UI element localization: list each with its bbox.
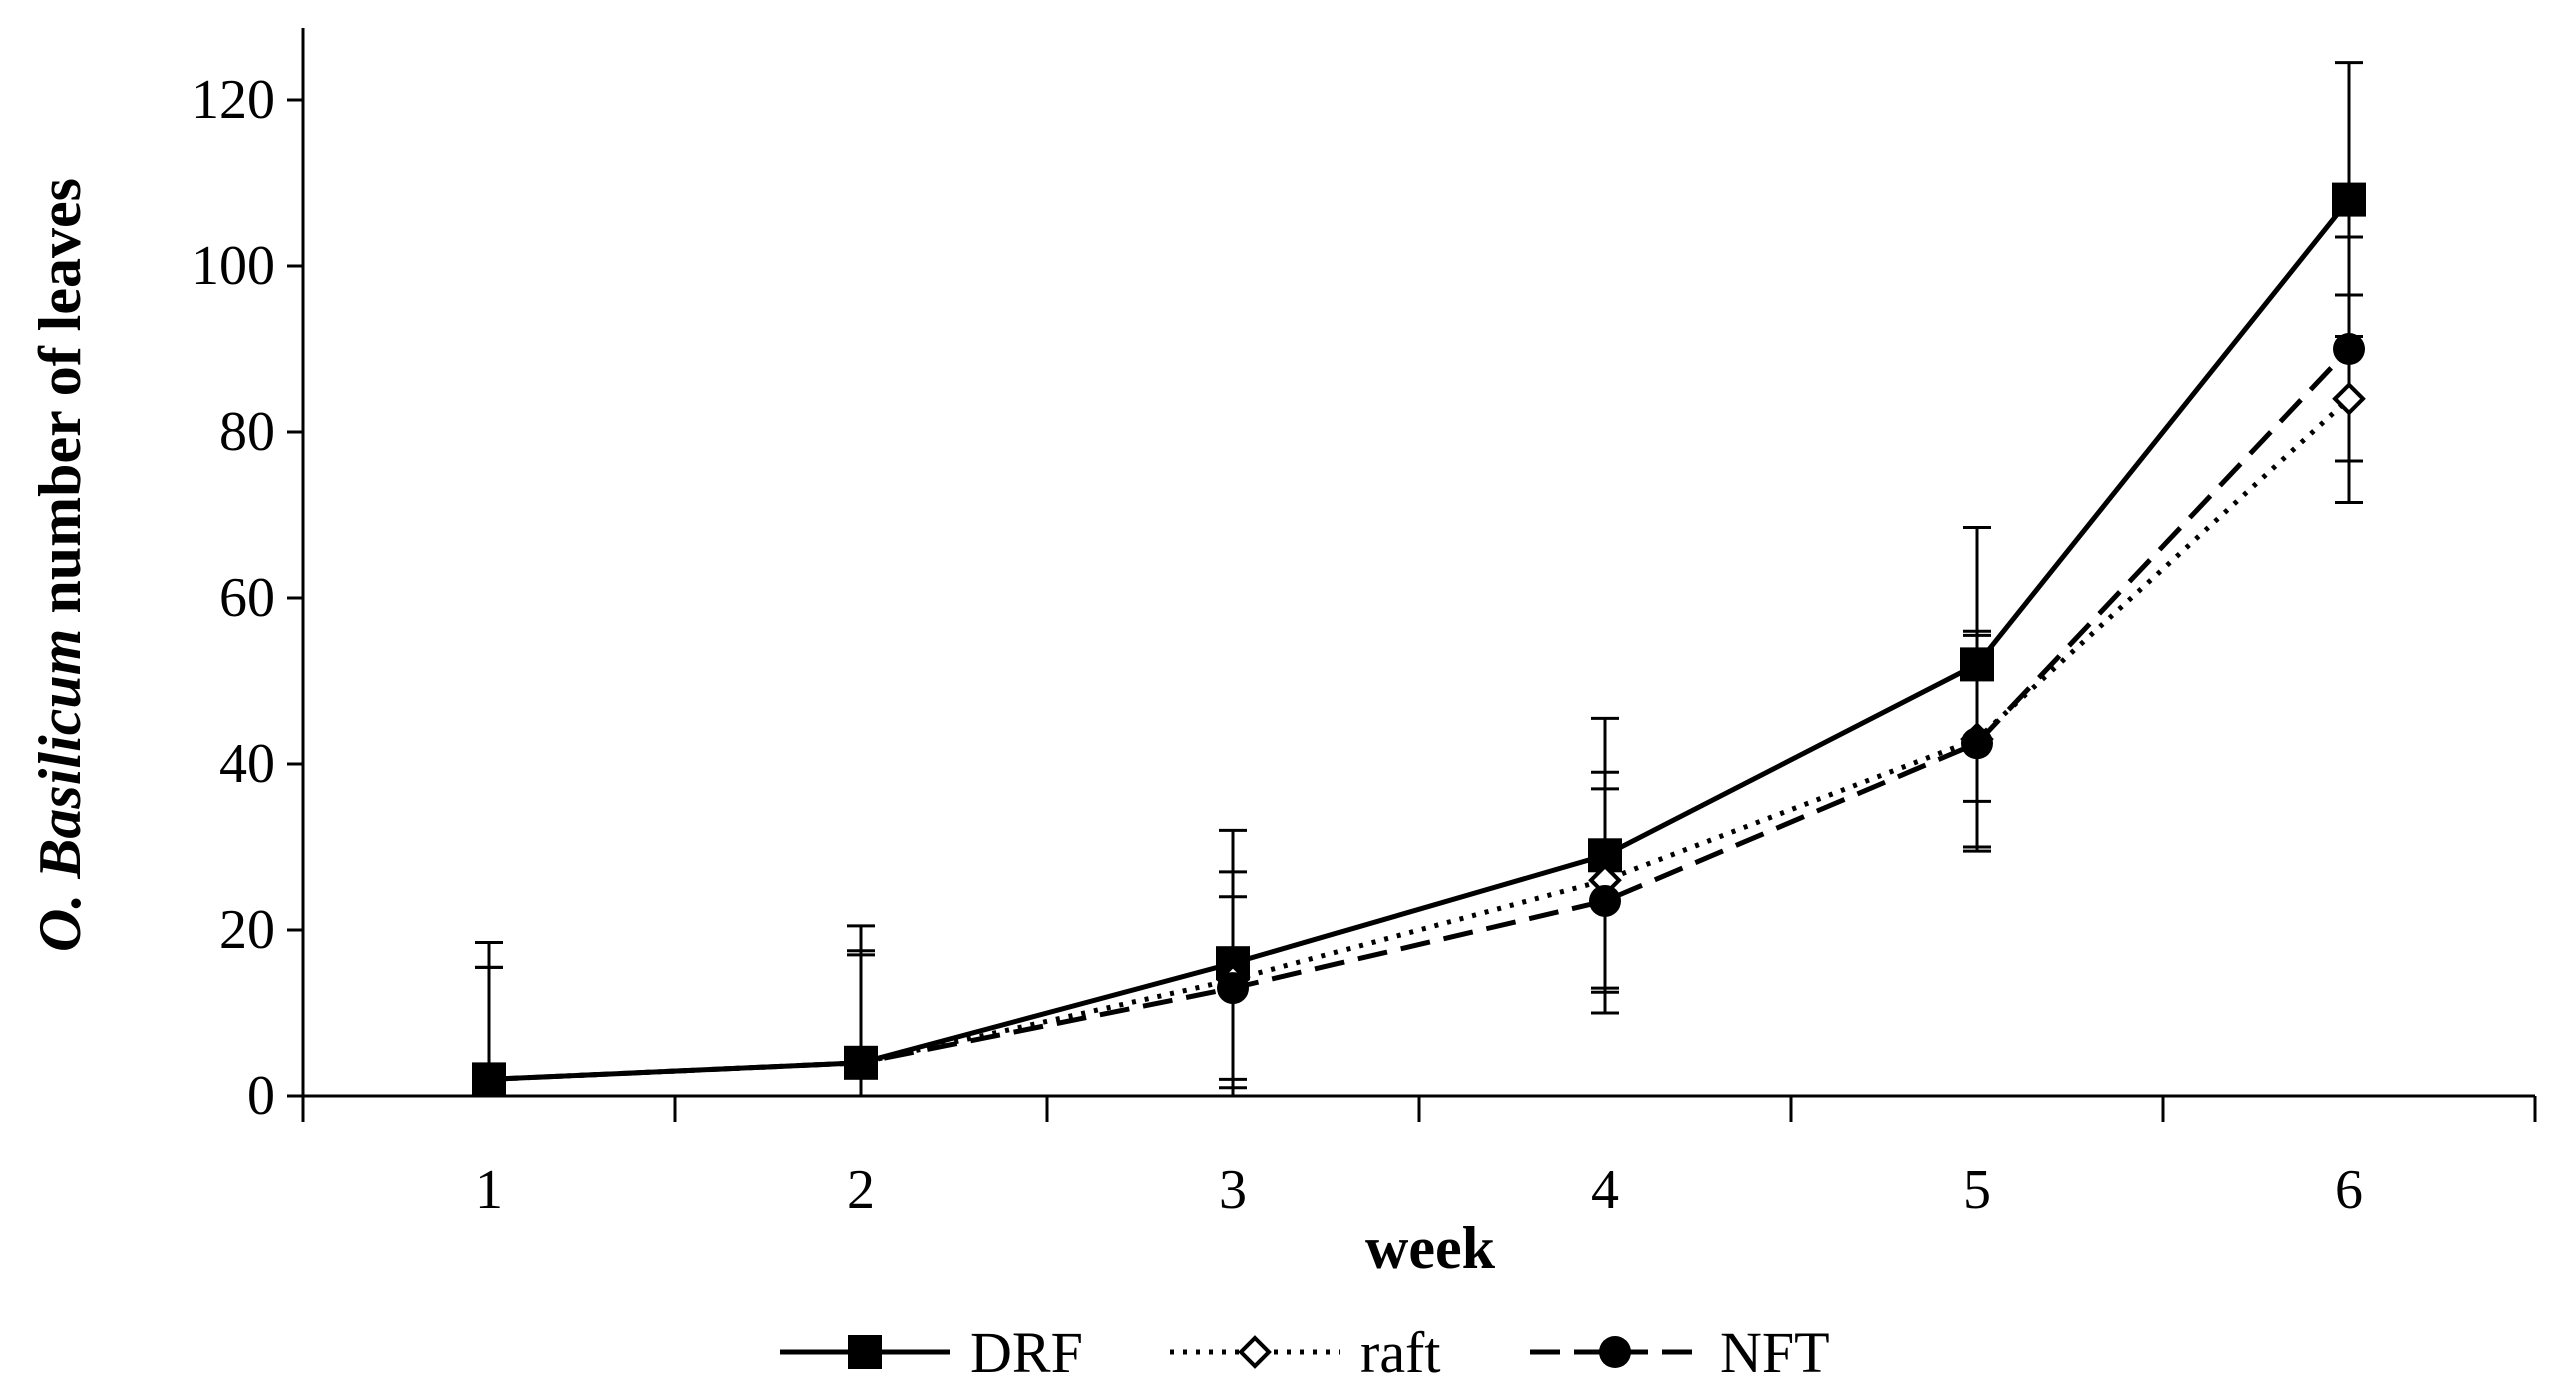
x-tick-label: 1: [475, 1159, 503, 1221]
data-point-NFT: [473, 1063, 505, 1096]
legend-marker-NFT: [1599, 1336, 1631, 1368]
series-line-NFT: [488, 347, 2351, 1082]
data-point-NFT: [1961, 727, 1993, 760]
legend-label-NFT: NFT: [1720, 1320, 1830, 1385]
legend-marker-DRF: [848, 1335, 882, 1369]
y-axis-title: O. Basilicum number of leaves: [27, 178, 93, 952]
data-point-DRF: [1960, 647, 1994, 682]
legend-marker-raft: [1238, 1335, 1272, 1369]
x-tick-label: 4: [1591, 1159, 1619, 1221]
data-point-NFT: [1589, 884, 1621, 917]
y-tick-label: 40: [219, 733, 275, 795]
series-markers: [472, 182, 2366, 1097]
series-lines: [488, 198, 2351, 1082]
x-tick-label: 2: [847, 1159, 875, 1221]
x-axis-title: week: [1365, 1215, 1496, 1281]
legend: DRF raft NFT: [780, 1320, 1830, 1385]
y-tick-label: 20: [219, 899, 275, 961]
y-tick-label: 120: [191, 69, 275, 131]
y-tick-label: 100: [191, 235, 275, 297]
data-point-NFT: [845, 1046, 877, 1079]
data-point-NFT: [1217, 972, 1249, 1005]
data-point-DRF: [2332, 182, 2366, 217]
series-line-raft: [488, 396, 2351, 1082]
series-line-DRF: [488, 198, 2351, 1082]
error-bars: [475, 61, 2363, 1098]
x-tick-label: 5: [1963, 1159, 1991, 1221]
legend-label-raft: raft: [1360, 1320, 1441, 1385]
y-tick-label: 80: [219, 401, 275, 463]
legend-label-DRF: DRF: [970, 1320, 1083, 1385]
x-tick-label: 6: [2335, 1159, 2363, 1221]
x-tick-label: 3: [1219, 1159, 1247, 1221]
y-axis-title-measure: number of leaves: [27, 178, 93, 629]
data-point-raft: [2332, 381, 2366, 416]
y-tick-label: 0: [247, 1065, 275, 1127]
y-axis-title-species: O. Basilicum: [27, 629, 93, 952]
axes: 0 20 40 60 80 100 120 1 2 3 4 5 6: [191, 28, 2537, 1221]
y-tick-label: 60: [219, 567, 275, 629]
data-point-NFT: [2333, 333, 2365, 365]
